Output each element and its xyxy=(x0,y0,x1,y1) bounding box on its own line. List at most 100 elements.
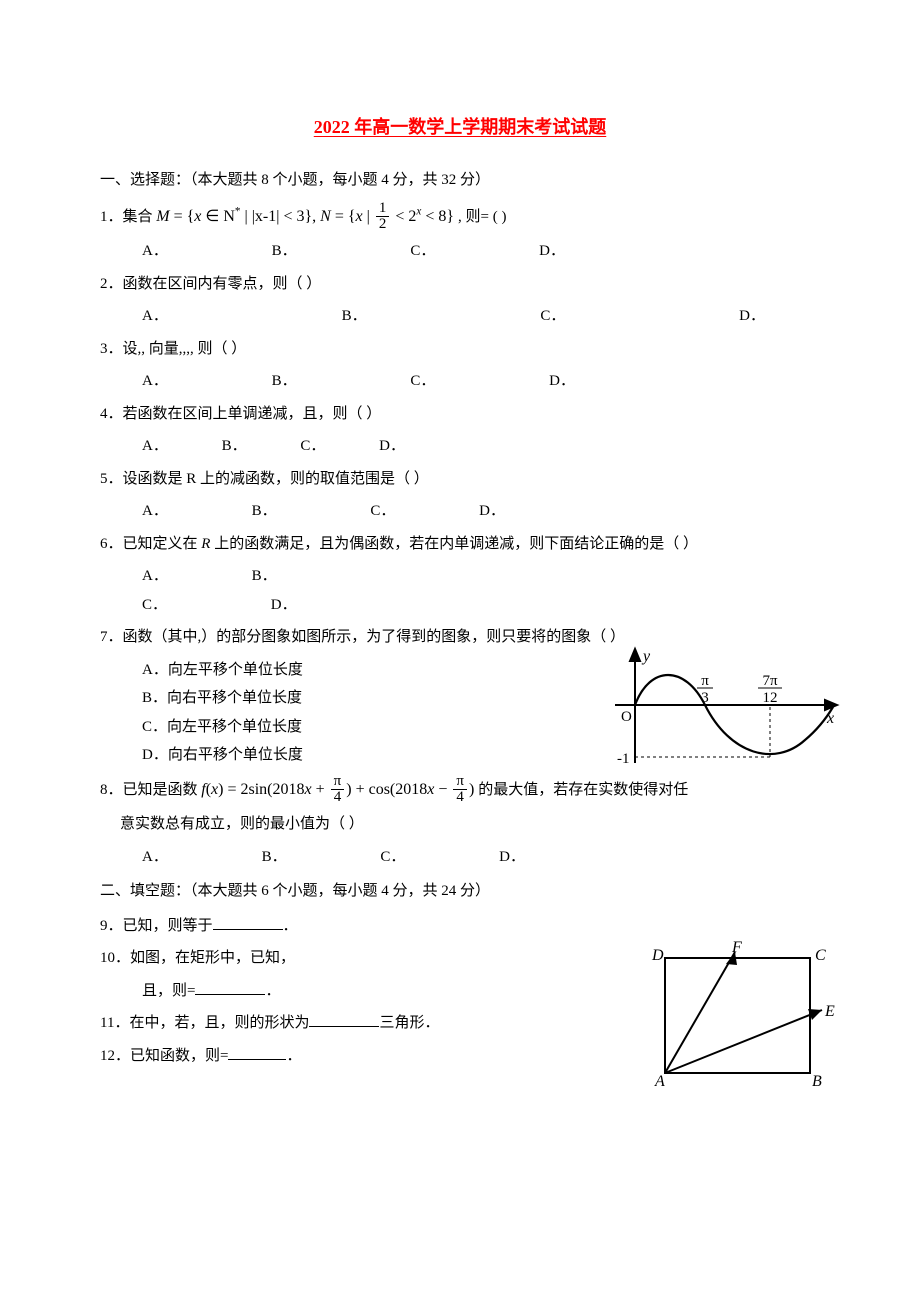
axis-x-label: x xyxy=(826,710,834,727)
q6-options-row1: A． B． xyxy=(100,562,820,591)
origin-label: O xyxy=(621,709,632,725)
question-8: 8．已知是函数 f(x) = 2sin(2018x + π4) + cos(20… xyxy=(100,774,820,807)
q2-opt-d: D． xyxy=(739,302,765,331)
sym: = { xyxy=(331,208,356,225)
q1-opt-c: C． xyxy=(410,237,435,266)
label-F: F xyxy=(731,939,742,956)
label-A: A xyxy=(654,1073,665,1088)
section-1-heading: 一、选择题：（本大题共 8 个小题，每小题 4 分，共 32 分） xyxy=(100,166,820,195)
q1-stem-pre: 1．集合 xyxy=(100,209,156,225)
sym: x xyxy=(356,208,363,225)
sym: < 8} xyxy=(421,208,454,225)
sym: x xyxy=(305,781,312,798)
sym: 2 xyxy=(376,217,390,233)
q8-line2: 意实数总有成立，则的最小值为（ ） xyxy=(100,810,820,839)
q2-opt-a: A． xyxy=(142,302,168,331)
q3-opt-d: D． xyxy=(549,367,575,396)
q8-opt-b: B． xyxy=(262,843,287,872)
question-9: 9．已知，则等于 ． xyxy=(100,912,820,941)
q12-post: ． xyxy=(286,1048,301,1064)
sym: − xyxy=(434,781,451,798)
sym: ∈ N xyxy=(201,208,235,225)
question-5: 5．设函数是 R 上的减函数，则的取值范围是（ ） xyxy=(100,465,820,494)
q5-opt-b: B． xyxy=(252,497,277,526)
q1-opt-b: B． xyxy=(272,237,297,266)
neg1-label: -1 xyxy=(617,751,630,767)
figure-sine: y x O -1 π 3 7π 12 xyxy=(605,645,840,775)
q4-opt-d: D． xyxy=(379,432,405,461)
blank xyxy=(195,979,265,994)
q5-opt-d: D． xyxy=(479,497,505,526)
q8-opt-a: A． xyxy=(142,843,168,872)
q8-formula: f(x) = 2sin(2018x + π4) + cos(2018x − π4… xyxy=(201,781,478,798)
tick2-den: 12 xyxy=(763,690,778,706)
page-title: 2022 年高一数学上学期期末考试试题 xyxy=(100,110,820,144)
q11-pre: 11．在中，若，且，则的形状为 xyxy=(100,1015,309,1031)
tick1-num: π xyxy=(701,673,709,689)
q8-options: A． B． C． D． xyxy=(100,843,820,872)
question-4: 4．若函数在区间上单调递减，且，则（ ） xyxy=(100,400,820,429)
q5-opt-c: C． xyxy=(370,497,395,526)
sym-M: M xyxy=(156,208,169,225)
label-E: E xyxy=(824,1003,835,1020)
tick2-num: 7π xyxy=(762,673,778,689)
q5-opt-a: A． xyxy=(142,497,168,526)
q2-options: A． B． C． D． xyxy=(100,302,820,331)
sym: | |x-1| < 3}, xyxy=(241,208,321,225)
label-C: C xyxy=(815,947,826,964)
blank xyxy=(228,1044,286,1059)
sym-N: N xyxy=(320,208,331,225)
q11-post: 三角形． xyxy=(379,1015,439,1031)
figure-rect: D F C E A B xyxy=(640,938,840,1088)
q6-opt-b: B． xyxy=(252,562,277,591)
blank xyxy=(213,914,283,929)
q3-opt-a: A． xyxy=(142,367,168,396)
question-6: 6．已知定义在 R 上的函数满足，且为偶函数，若在内单调递减，则下面结论正确的是… xyxy=(100,530,820,559)
sym: = { xyxy=(170,208,195,225)
sym: π xyxy=(331,774,345,791)
q3-opt-c: C． xyxy=(410,367,435,396)
sym: ) xyxy=(469,781,474,798)
q6-opt-c: C． xyxy=(142,591,167,620)
q10-l2-post: ． xyxy=(265,983,280,999)
q6-options-row2: C． D． xyxy=(100,591,820,620)
q6-opt-d: D． xyxy=(271,591,297,620)
sym: ) + cos(2018 xyxy=(346,781,427,798)
q8-stem-post: 的最大值，若存在实数使得对任 xyxy=(478,782,688,798)
sym: + xyxy=(312,781,329,798)
blank xyxy=(309,1012,379,1027)
q1-formula: M = {x ∈ N* | |x-1| < 3}, N = {x | 12 < … xyxy=(156,208,458,225)
q12-pre: 12．已知函数，则= xyxy=(100,1048,228,1064)
sym: π xyxy=(453,774,467,791)
q8-stem-pre: 8．已知是函数 xyxy=(100,782,201,798)
q4-opt-c: C． xyxy=(300,432,325,461)
q2-opt-c: C． xyxy=(540,302,565,331)
q8-opt-d: D． xyxy=(499,843,525,872)
q1-opt-a: A． xyxy=(142,237,168,266)
axis-y-label: y xyxy=(641,648,651,665)
q10-l2-pre: 且，则= xyxy=(142,983,195,999)
q8-opt-c: C． xyxy=(380,843,405,872)
sym: 4 xyxy=(331,790,345,806)
question-3: 3．设,, 向量,,,, 则（ ） xyxy=(100,335,820,364)
q4-options: A． B． C． D． xyxy=(100,432,820,461)
q2-opt-b: B． xyxy=(342,302,367,331)
q1-opt-d: D． xyxy=(539,237,565,266)
question-2: 2．函数在区间内有零点，则（ ） xyxy=(100,270,820,299)
label-D: D xyxy=(651,947,664,964)
sym: 4 xyxy=(453,790,467,806)
q4-opt-a: A． xyxy=(142,432,168,461)
sym: | xyxy=(363,208,374,225)
question-1: 1．集合 M = {x ∈ N* | |x-1| < 3}, N = {x | … xyxy=(100,201,820,234)
q5-options: A． B． C． D． xyxy=(100,497,820,526)
sym: ) = 2sin(2018 xyxy=(218,781,304,798)
q6-opt-a: A． xyxy=(142,562,168,591)
q9-post: ． xyxy=(283,918,298,934)
q9-stem: 9．已知，则等于 xyxy=(100,918,213,934)
q3-opt-b: B． xyxy=(272,367,297,396)
q3-options: A． B． C． D． xyxy=(100,367,820,396)
q1-options: A． B． C． D． xyxy=(100,237,820,266)
q6-stem: 6．已知定义在 R 上的函数满足，且为偶函数，若在内单调递减，则下面结论正确的是… xyxy=(100,536,698,552)
sym: < 2 xyxy=(391,208,416,225)
q4-opt-b: B． xyxy=(222,432,247,461)
